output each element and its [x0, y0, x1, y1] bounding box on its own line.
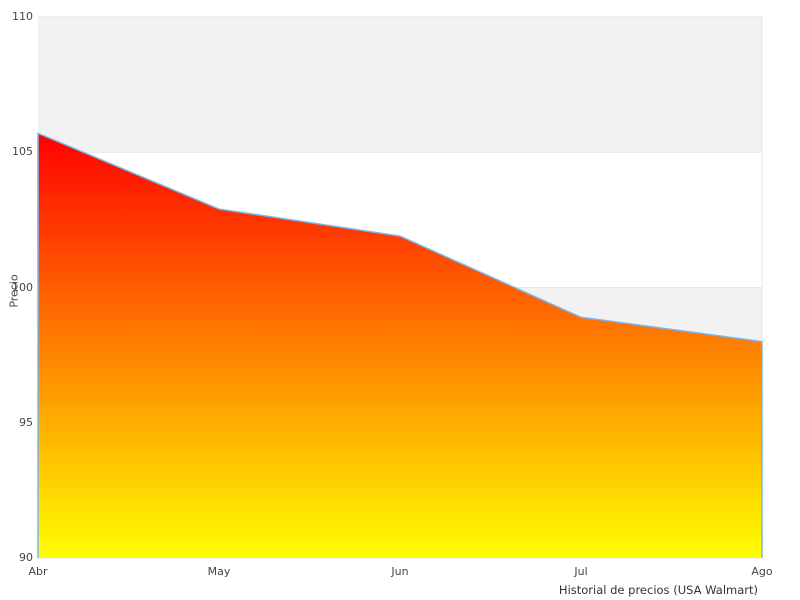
x-tick-label: Ago: [751, 565, 773, 578]
y-axis-label: Precio: [7, 274, 21, 308]
y-tick-label: 105: [12, 145, 33, 159]
x-tick-label: May: [207, 565, 231, 578]
x-tick-label: Abr: [28, 565, 48, 578]
x-axis-title: Historial de precios (USA Walmart): [558, 583, 758, 597]
y-tick-label: 95: [19, 415, 33, 429]
y-tick-label: 110: [12, 10, 33, 23]
y-tick-label: 100: [12, 280, 33, 294]
x-tick-label: Jul: [574, 565, 588, 578]
y-tick-label: 90: [19, 551, 33, 564]
x-tick-label: Jun: [391, 565, 409, 578]
